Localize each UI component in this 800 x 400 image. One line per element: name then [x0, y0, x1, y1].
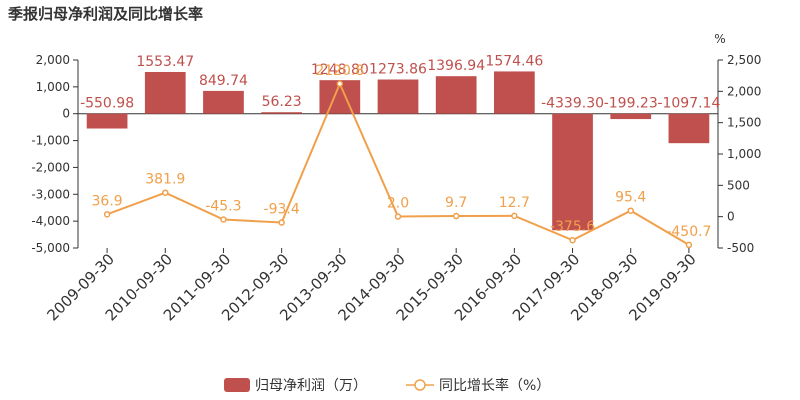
chart-title: 季报归母净利润及同比增长率: [8, 5, 203, 23]
bar: [86, 113, 128, 129]
right-tick-label: 0: [727, 210, 735, 224]
line-point: [394, 213, 402, 220]
right-tick-label: 1,000: [727, 147, 761, 161]
right-axis-unit: %: [714, 32, 725, 46]
legend: 归母净利润（万） 同比增长率（%）: [224, 377, 550, 394]
bar-data-label: 849.74: [199, 73, 248, 89]
line-data-label: -93.4: [264, 202, 300, 218]
bar: [435, 76, 477, 114]
legend-line-marker: [414, 379, 426, 391]
left-tick-label: -5,000: [31, 241, 70, 255]
bar: [668, 113, 710, 144]
line-data-label: 36.9: [92, 193, 123, 209]
line-series: [103, 80, 693, 249]
left-tick-label: 0: [62, 107, 70, 121]
bar: [552, 113, 593, 231]
bar-data-label: 1273.86: [369, 62, 427, 78]
bar-data-label: 56.23: [262, 94, 302, 110]
bar-data-label: 1396.94: [427, 58, 485, 74]
bar-data-label: -1097.14: [657, 96, 720, 112]
axes: 2,000 1,000 0 -1,000 -2,000 -3,000 -4,000 -5,00…: [31, 53, 761, 255]
bar: [377, 79, 419, 114]
bar-data-label: 1248.80: [311, 62, 369, 78]
bar: [494, 71, 535, 114]
line-data-label: 381.9: [145, 172, 185, 188]
line-data-label: -45.3: [205, 199, 241, 215]
line-data-label: 9.7: [445, 195, 467, 211]
right-tick-label: 500: [727, 178, 750, 192]
line-point: [627, 207, 634, 214]
line-data-label: 95.4: [615, 190, 646, 206]
line-point: [685, 241, 693, 249]
left-tick-label: 1,000: [36, 80, 70, 94]
legend-bar-label: 归母净利润（万）: [255, 377, 367, 394]
line-point: [452, 212, 460, 220]
line-data-label: -375.6: [550, 219, 595, 235]
bar: [610, 113, 652, 120]
line-point: [162, 189, 169, 196]
bar-series: [86, 71, 710, 231]
right-tick-label: 2,500: [727, 53, 761, 67]
left-tick-label: -3,000: [31, 187, 70, 201]
line-data-label: 12.7: [499, 195, 530, 211]
line-data-label: 2.0: [387, 196, 409, 212]
bar-data-label: -4339.30: [541, 96, 604, 112]
x-tick-labels: 2009-09-302010-09-302011-09-302012-09-30…: [44, 248, 700, 324]
bar-data-label: 1574.46: [485, 53, 543, 69]
legend-line-label: 同比增长率（%）: [439, 377, 550, 394]
left-tick-label: -4,000: [31, 214, 70, 228]
right-tick-label: 2,000: [727, 84, 761, 98]
left-tick-label: -1,000: [31, 134, 70, 148]
right-tick-label: 1,500: [727, 116, 761, 130]
bar-data-label: -199.23: [604, 96, 658, 112]
bar: [144, 71, 186, 114]
left-tick-label: 2,000: [36, 53, 70, 67]
left-tick-label: -2,000: [31, 160, 70, 174]
line-point: [103, 211, 111, 218]
line-point: [220, 216, 227, 223]
legend-bar-swatch: [224, 378, 250, 392]
line-data-label: 2120.8: [315, 63, 364, 79]
right-tick-label: -500: [727, 241, 754, 255]
line-point: [569, 236, 576, 244]
bar: [261, 112, 302, 114]
line-point: [511, 212, 518, 220]
line-point: [278, 219, 285, 226]
bar: [203, 90, 244, 114]
line-point: [336, 80, 344, 88]
bar-data-label: 1553.47: [136, 54, 194, 70]
line-data-label: -450.7: [666, 224, 711, 240]
bar-data-label: -550.98: [80, 96, 134, 112]
